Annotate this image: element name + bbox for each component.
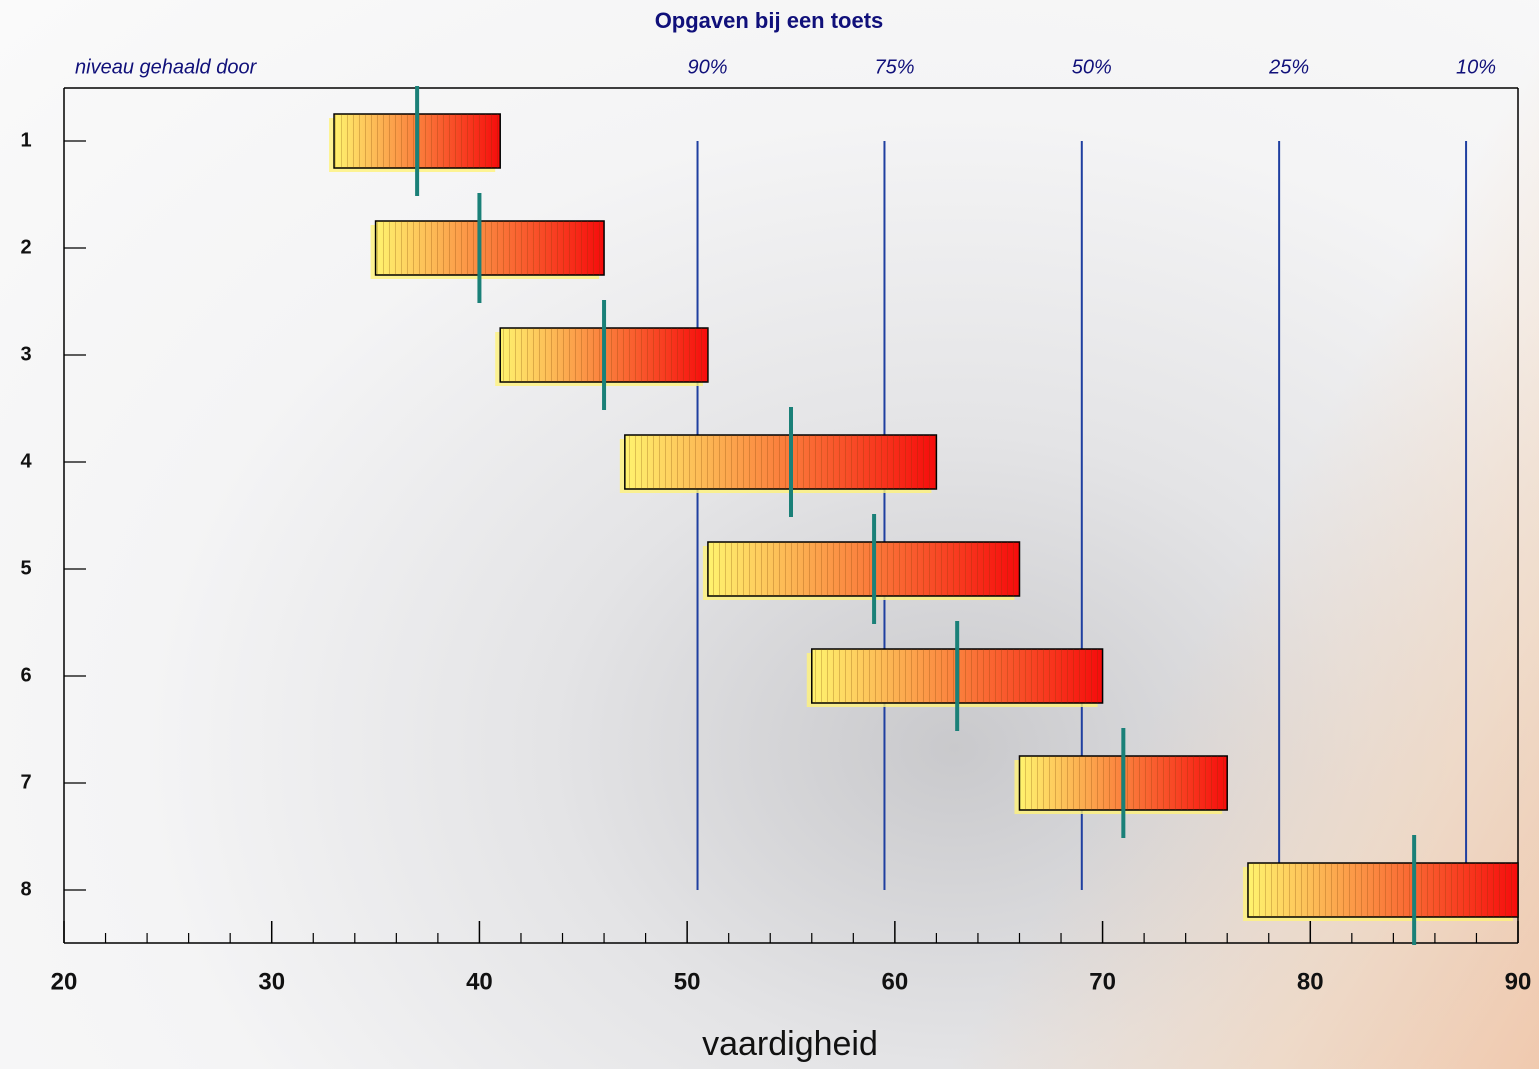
y-tick-label: 3 <box>20 343 31 365</box>
x-tick-label: 30 <box>258 968 285 995</box>
bar-texture <box>376 221 604 275</box>
bar-texture <box>625 435 937 489</box>
reference-label: 90% <box>688 56 728 78</box>
y-tick-label: 1 <box>20 129 31 151</box>
chart: Opgaven bij een toets niveau gehaald doo… <box>0 0 1539 1069</box>
x-axis-title: vaardigheid <box>702 1025 878 1063</box>
x-tick-label: 60 <box>882 968 909 995</box>
y-tick-label: 2 <box>20 236 31 258</box>
y-tick-label: 4 <box>20 450 32 472</box>
reference-label: 75% <box>874 56 914 78</box>
reference-label: 10% <box>1456 56 1496 78</box>
y-tick-label: 5 <box>20 557 31 579</box>
bar-texture <box>708 542 1020 596</box>
y-tick-label: 8 <box>20 878 31 900</box>
reference-label: 50% <box>1072 56 1112 78</box>
x-tick-label: 70 <box>1089 968 1116 995</box>
x-tick-label: 80 <box>1297 968 1324 995</box>
page: Opgaven bij een toets niveau gehaald doo… <box>0 0 1539 1069</box>
reference-title: niveau gehaald door <box>75 56 258 78</box>
x-tick-label: 20 <box>51 968 78 995</box>
y-tick-label: 6 <box>20 664 31 686</box>
y-tick-label: 7 <box>20 771 31 793</box>
x-tick-label: 50 <box>674 968 701 995</box>
reference-label: 25% <box>1268 56 1309 78</box>
bar-texture <box>1248 863 1518 917</box>
x-tick-label: 40 <box>466 968 493 995</box>
chart-title: Opgaven bij een toets <box>655 8 884 33</box>
x-tick-label: 90 <box>1505 968 1532 995</box>
